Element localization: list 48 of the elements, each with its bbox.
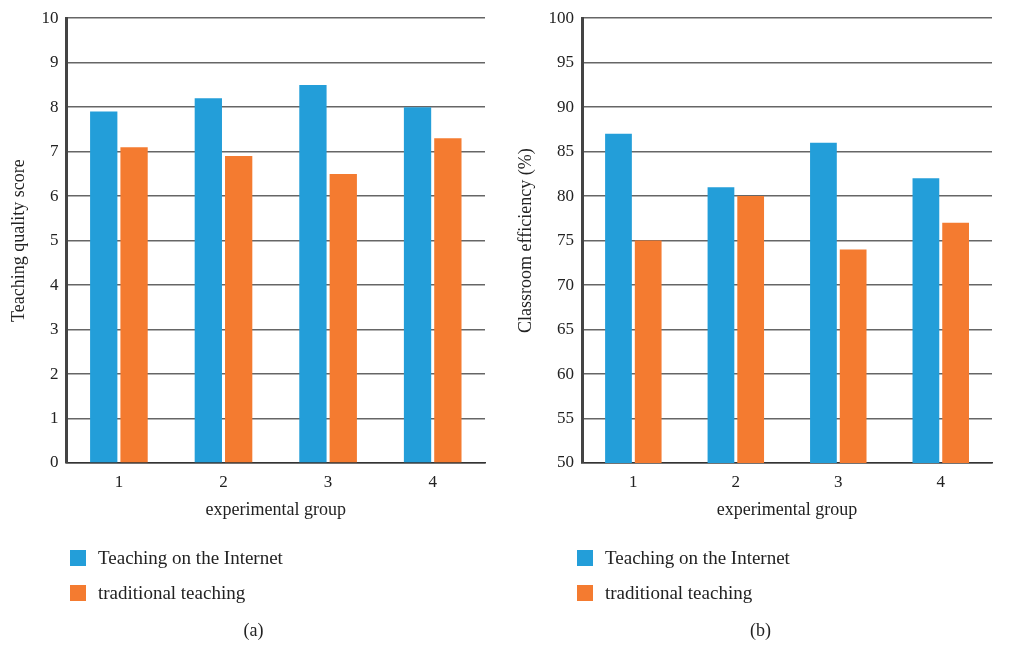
x-tick-label: 3 xyxy=(323,471,333,491)
y-axis-title: Classroom efficiency (%) xyxy=(514,148,536,333)
bar xyxy=(225,156,253,463)
x-tick-label: 4 xyxy=(936,471,946,491)
x-tick-label: 1 xyxy=(114,471,124,491)
bar xyxy=(434,138,462,463)
text: (b) xyxy=(749,620,772,641)
y-tick-label: 6 xyxy=(50,185,59,205)
x-axis-title: experimental group xyxy=(205,498,347,519)
y-tick-label: 75 xyxy=(557,230,575,250)
x-tick-label: 4 xyxy=(428,471,438,491)
y-tick-label: 10 xyxy=(41,7,59,27)
y-tick-label: 9 xyxy=(50,52,59,72)
bar xyxy=(194,98,222,463)
x-axis-title: experimental group xyxy=(716,498,858,519)
y-tick-label: 0 xyxy=(50,452,59,472)
y-tick-label: 100 xyxy=(548,7,575,27)
y-tick-label: 8 xyxy=(50,96,59,116)
y-tick-label: 50 xyxy=(557,452,575,472)
y-tick-label: 90 xyxy=(557,96,575,116)
y-tick-label: 1 xyxy=(50,407,59,427)
legend-label: Teaching on the Internet xyxy=(98,546,283,569)
bar xyxy=(90,111,118,463)
y-tick-label: 95 xyxy=(557,52,575,72)
y-tick-label: 80 xyxy=(557,185,575,205)
y-tick-label: 55 xyxy=(557,407,575,427)
x-tick-label: 3 xyxy=(834,471,843,491)
bar xyxy=(403,107,432,463)
x-tick-label: 2 xyxy=(731,471,741,491)
y-tick-label: 70 xyxy=(557,274,575,294)
y-tick-label: 5 xyxy=(50,230,59,250)
text: (a) xyxy=(242,620,265,641)
legend-label: traditional teaching xyxy=(98,581,246,604)
y-tick-label: 60 xyxy=(557,363,575,383)
y-tick-label: 3 xyxy=(50,319,59,339)
y-tick-label: 65 xyxy=(557,319,575,339)
y-axis-title: Teaching quality score xyxy=(7,159,28,322)
y-tick-label: 4 xyxy=(50,274,60,294)
y-tick-label: 2 xyxy=(50,363,59,383)
legend-label: traditional teaching xyxy=(605,581,753,604)
bar xyxy=(299,84,327,463)
y-tick-label: 7 xyxy=(50,141,60,161)
bar xyxy=(120,147,148,463)
y-tick-label: 85 xyxy=(557,141,575,161)
legend-label: Teaching on the Internet xyxy=(605,546,790,569)
bar xyxy=(329,173,357,463)
x-tick-label: 2 xyxy=(219,471,228,491)
x-tick-label: 1 xyxy=(629,471,638,491)
